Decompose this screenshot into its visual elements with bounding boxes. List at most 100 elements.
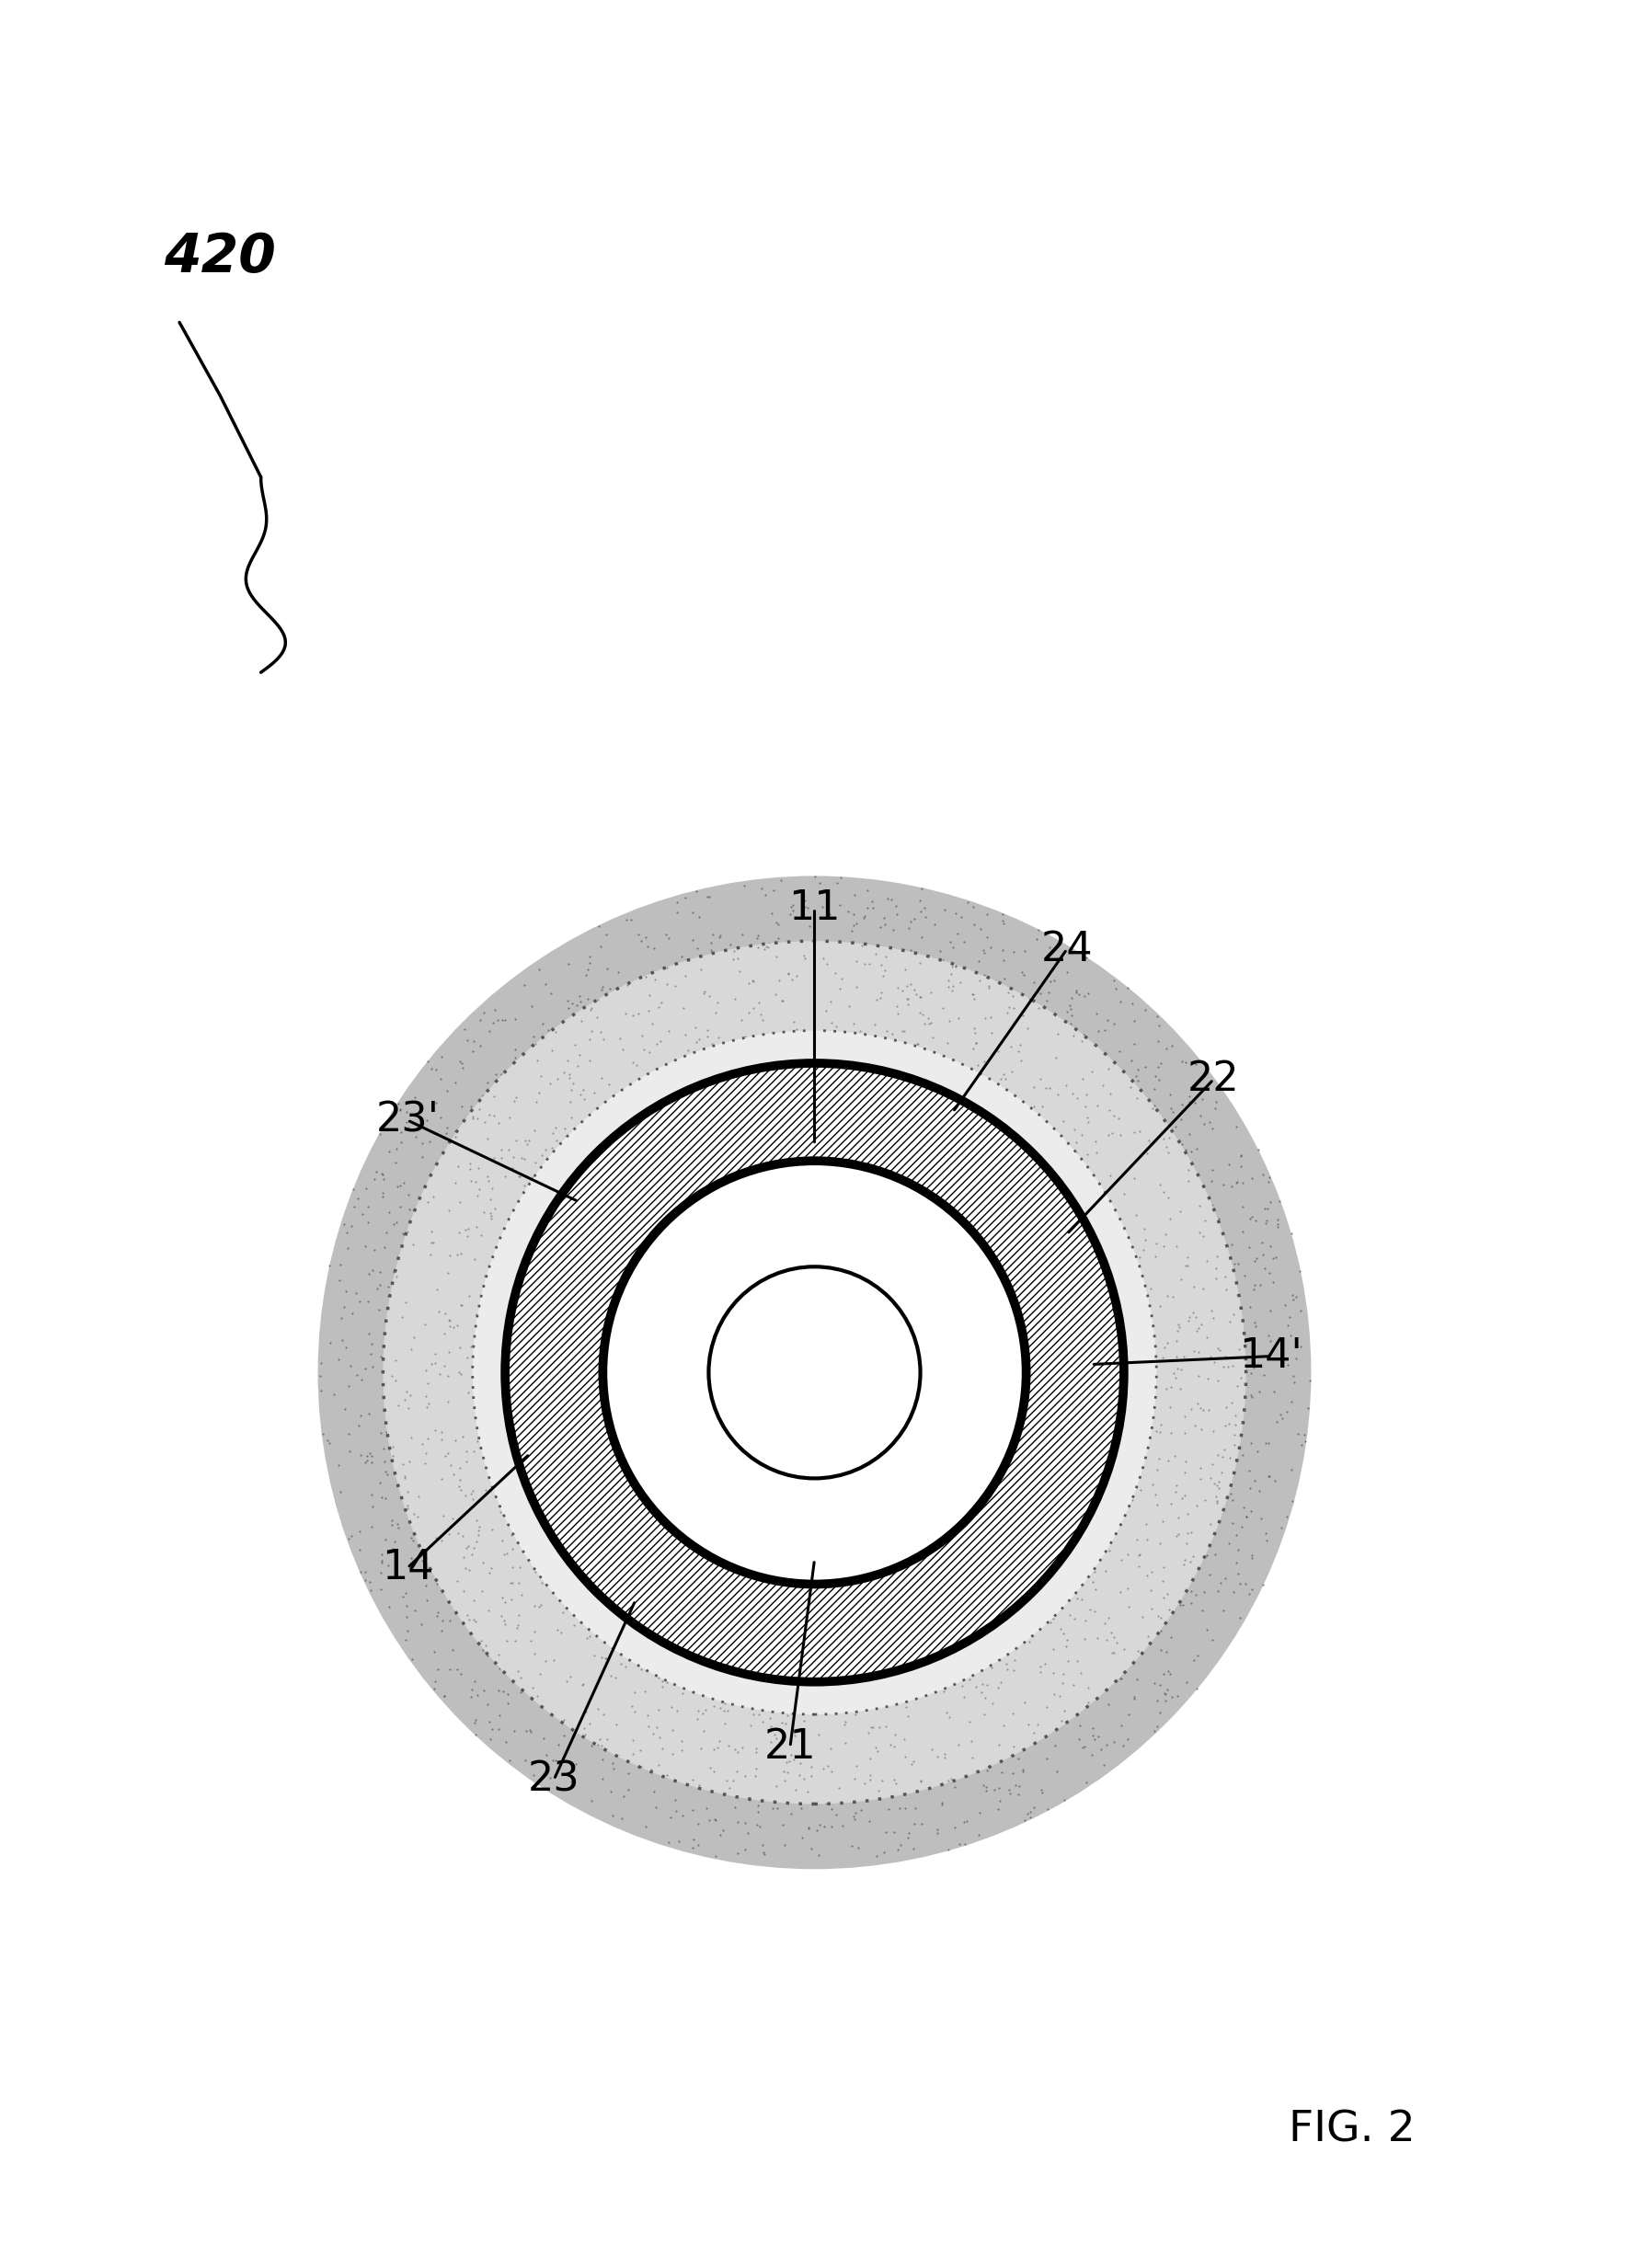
Point bbox=[780, 887, 806, 923]
Point bbox=[925, 1812, 951, 1848]
Point bbox=[1199, 1622, 1225, 1658]
Point bbox=[1147, 1599, 1173, 1635]
Point bbox=[889, 973, 915, 1009]
Point bbox=[917, 1005, 943, 1041]
Point bbox=[857, 1740, 883, 1776]
Point bbox=[1069, 1118, 1095, 1154]
Point bbox=[924, 1737, 950, 1774]
Point bbox=[1188, 1390, 1214, 1427]
Point bbox=[813, 993, 839, 1030]
Point bbox=[1144, 1225, 1170, 1261]
Point bbox=[529, 1565, 555, 1601]
Point bbox=[845, 1830, 872, 1867]
Point bbox=[722, 1730, 748, 1767]
Point bbox=[780, 1005, 806, 1041]
Point bbox=[1205, 1470, 1232, 1506]
Point bbox=[976, 971, 1002, 1007]
Point bbox=[702, 1803, 728, 1839]
Point bbox=[327, 1474, 353, 1510]
Point bbox=[1101, 1619, 1127, 1656]
Point bbox=[1204, 1363, 1230, 1399]
Point bbox=[751, 1835, 777, 1871]
Point bbox=[448, 1286, 474, 1322]
Point bbox=[1165, 1313, 1191, 1349]
Point bbox=[582, 1637, 608, 1674]
Point bbox=[502, 1712, 528, 1749]
Point bbox=[570, 1082, 596, 1118]
Point bbox=[368, 1479, 394, 1515]
Point bbox=[1214, 1388, 1240, 1424]
Point bbox=[844, 943, 870, 980]
Point bbox=[1217, 1476, 1243, 1513]
Point bbox=[1152, 1676, 1178, 1712]
Point bbox=[428, 1613, 454, 1649]
Point bbox=[370, 1545, 396, 1581]
Point bbox=[474, 1685, 500, 1721]
Point bbox=[1264, 1209, 1290, 1245]
Point bbox=[643, 1025, 670, 1061]
Point bbox=[1157, 1075, 1183, 1111]
Point bbox=[1012, 1801, 1038, 1837]
Point bbox=[1181, 1334, 1207, 1370]
Point bbox=[681, 1821, 707, 1857]
Point bbox=[961, 1030, 987, 1066]
Point bbox=[394, 1474, 420, 1510]
Point bbox=[885, 968, 911, 1005]
Point bbox=[331, 1207, 357, 1243]
Point bbox=[629, 1749, 655, 1785]
Point bbox=[513, 1125, 539, 1161]
Point bbox=[1170, 1481, 1196, 1517]
Point bbox=[428, 1061, 454, 1098]
Point bbox=[1150, 1656, 1176, 1692]
Point bbox=[349, 1397, 375, 1433]
Point bbox=[810, 889, 836, 925]
Point bbox=[1246, 1472, 1272, 1508]
Point bbox=[883, 1765, 909, 1801]
Point bbox=[1021, 1715, 1047, 1751]
Point bbox=[986, 1769, 1012, 1805]
Point bbox=[684, 1692, 710, 1728]
Point bbox=[1241, 1463, 1267, 1499]
Point bbox=[1101, 1005, 1127, 1041]
Point bbox=[521, 1111, 547, 1148]
Point bbox=[619, 1043, 645, 1080]
Point bbox=[337, 1347, 363, 1383]
Point bbox=[373, 1415, 399, 1452]
Point bbox=[1039, 1656, 1065, 1692]
Point bbox=[1238, 1161, 1264, 1198]
Point bbox=[1132, 991, 1158, 1027]
Point bbox=[332, 1390, 358, 1427]
Point bbox=[771, 1753, 797, 1789]
Point bbox=[370, 1175, 396, 1211]
Point bbox=[1070, 1061, 1096, 1098]
Point bbox=[424, 1520, 450, 1556]
Point bbox=[1090, 1746, 1116, 1783]
Point bbox=[1189, 1270, 1215, 1306]
Point bbox=[1251, 1191, 1277, 1227]
Point bbox=[948, 898, 974, 934]
Point bbox=[367, 1465, 393, 1501]
Point bbox=[529, 1005, 555, 1041]
Point bbox=[1287, 1329, 1313, 1365]
Point bbox=[977, 998, 1003, 1034]
Point bbox=[443, 1563, 469, 1599]
Point bbox=[1100, 1635, 1126, 1672]
Point bbox=[590, 1653, 616, 1690]
Point bbox=[860, 1708, 886, 1744]
Point bbox=[712, 1685, 738, 1721]
Point bbox=[847, 1012, 873, 1048]
Point bbox=[757, 1701, 784, 1737]
Point bbox=[534, 1737, 560, 1774]
Point bbox=[1117, 1068, 1144, 1105]
Point bbox=[450, 1418, 476, 1454]
Point bbox=[958, 1724, 984, 1760]
Point bbox=[432, 1678, 458, 1715]
Point bbox=[687, 950, 714, 987]
Point bbox=[771, 1826, 797, 1862]
Point bbox=[559, 1100, 585, 1136]
Point bbox=[707, 1817, 733, 1853]
Point bbox=[1168, 1193, 1194, 1229]
Point bbox=[814, 1746, 841, 1783]
Point bbox=[907, 894, 933, 930]
Point bbox=[456, 1277, 482, 1313]
